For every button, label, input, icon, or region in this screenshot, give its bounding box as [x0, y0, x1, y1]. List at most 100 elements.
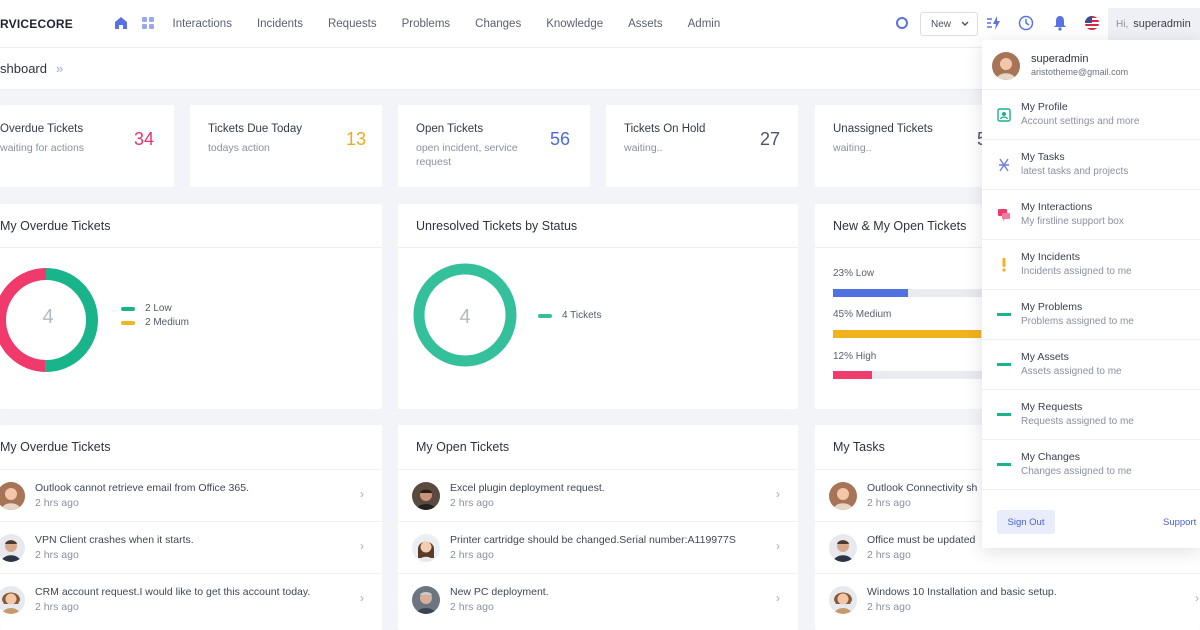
user-menu-toggle[interactable]: Hi, superadmin: [1108, 8, 1200, 40]
overdue-donut-chart: [0, 268, 98, 372]
menu-item-my-changes[interactable]: My Changes Changes assigned to me: [982, 440, 1200, 490]
chevron-right-icon: ›: [776, 591, 780, 605]
legend-swatch: [121, 320, 135, 325]
menu-item-my-incidents[interactable]: My Incidents Incidents assigned to me: [982, 240, 1200, 290]
stat-card-open[interactable]: Open Tickets open incident, service requ…: [398, 105, 590, 187]
chevron-down-icon: [961, 19, 969, 30]
chevron-right-icon: ›: [360, 539, 364, 553]
dash-icon: [996, 357, 1012, 373]
username-label: superadmin: [1133, 18, 1191, 30]
stat-subtitle: open incident, service request: [416, 142, 518, 168]
nav-problems[interactable]: Problems: [401, 18, 451, 30]
stat-value: 56: [550, 129, 571, 149]
stat-card-overdue[interactable]: Overdue Tickets waiting for actions 34: [0, 105, 174, 187]
nav-interactions[interactable]: Interactions: [172, 18, 232, 30]
avatar: [992, 52, 1020, 80]
menu-item-label: My Assets: [1021, 351, 1069, 363]
dropdown-username: superadmin: [1031, 53, 1089, 65]
support-link[interactable]: Support: [1163, 517, 1197, 528]
list-item[interactable]: New PC deployment. 2 hrs ago ›: [398, 573, 798, 625]
new-dropdown-button[interactable]: New: [920, 12, 978, 36]
stat-subtitle: todays action: [208, 142, 270, 154]
nav-admin[interactable]: Admin: [687, 18, 721, 30]
stat-card-on-hold[interactable]: Tickets On Hold waiting.. 27: [606, 105, 798, 187]
menu-item-subtitle: Requests assigned to me: [1021, 416, 1134, 427]
menu-item-my-assets[interactable]: My Assets Assets assigned to me: [982, 340, 1200, 390]
menu-item-my-tasks[interactable]: My Tasks latest tasks and projects: [982, 140, 1200, 190]
dropdown-email: aristotheme@gmail.com: [1031, 67, 1129, 77]
stat-value: 13: [346, 129, 367, 149]
menu-item-subtitle: Incidents assigned to me: [1021, 266, 1132, 277]
legend-label: 4 Tickets: [562, 310, 602, 321]
apps-grid-icon[interactable]: [141, 16, 155, 30]
menu-item-my-requests[interactable]: My Requests Requests assigned to me: [982, 390, 1200, 440]
stat-subtitle: waiting for actions: [0, 142, 85, 154]
list-item[interactable]: Windows 10 Installation and basic setup.…: [815, 573, 1200, 625]
legend-item: 2 Low: [121, 303, 172, 314]
panel-title: New & My Open Tickets: [833, 219, 967, 233]
bar-track-low: [833, 289, 985, 297]
stat-title: Tickets On Hold: [624, 123, 706, 135]
menu-item-my-problems[interactable]: My Problems Problems assigned to me: [982, 290, 1200, 340]
avatar: [829, 586, 857, 614]
avatar: [412, 586, 440, 614]
menu-item-subtitle: Problems assigned to me: [1021, 316, 1134, 327]
list-item[interactable]: Outlook cannot retrieve email from Offic…: [0, 469, 382, 521]
menu-item-my-profile[interactable]: My Profile Account settings and more: [982, 90, 1200, 140]
nav-knowledge[interactable]: Knowledge: [546, 18, 604, 30]
menu-item-label: My Problems: [1021, 301, 1083, 313]
lightning-icon[interactable]: [985, 14, 1003, 32]
menu-item-label: My Incidents: [1021, 251, 1080, 263]
stat-card-unassigned[interactable]: Unassigned Tickets waiting.. 5: [815, 105, 987, 187]
menu-item-label: My Changes: [1021, 451, 1080, 463]
bar-label-low: 23% Low: [833, 268, 875, 279]
menu-item-label: My Tasks: [1021, 151, 1065, 163]
list-item[interactable]: VPN Client crashes when it starts. 2 hrs…: [0, 521, 382, 573]
panel-title: My Overdue Tickets: [0, 440, 111, 454]
chevron-right-icon: ›: [360, 487, 364, 501]
ticket-title: Office must be updated: [867, 534, 976, 546]
list-item[interactable]: Excel plugin deployment request. 2 hrs a…: [398, 469, 798, 521]
new-button-label: New: [931, 18, 952, 30]
divider: [815, 247, 985, 248]
tasks-icon: [996, 157, 1012, 173]
panel-title: My Overdue Tickets: [0, 219, 111, 233]
stat-card-due-today[interactable]: Tickets Due Today todays action 13: [190, 105, 382, 187]
clock-icon[interactable]: [1017, 14, 1035, 32]
exclamation-icon: [996, 257, 1012, 273]
bar-medium: [833, 330, 981, 338]
search-icon[interactable]: [893, 14, 911, 32]
menu-item-my-interactions[interactable]: My Interactions My firstline support box: [982, 190, 1200, 240]
ticket-title: Excel plugin deployment request.: [450, 482, 605, 494]
status-donut-chart: [413, 263, 517, 367]
overdue-donut-panel: My Overdue Tickets 4 2 Low 2 Medium: [0, 204, 382, 409]
avatar: [0, 534, 25, 562]
us-flag-icon[interactable]: [1083, 14, 1101, 32]
nav-requests[interactable]: Requests: [327, 18, 377, 30]
home-icon[interactable]: [114, 16, 128, 30]
sign-out-button[interactable]: Sign Out: [997, 510, 1055, 534]
avatar: [0, 586, 25, 614]
legend-label: 2 Low: [145, 303, 172, 314]
page-title: shboard: [0, 61, 47, 76]
nav-assets[interactable]: Assets: [628, 18, 663, 30]
nav-incidents[interactable]: Incidents: [256, 18, 303, 30]
stat-title: Open Tickets: [416, 123, 484, 135]
ticket-time: 2 hrs ago: [35, 549, 79, 561]
ticket-title: VPN Client crashes when it starts.: [35, 534, 194, 546]
nav-changes[interactable]: Changes: [475, 18, 522, 30]
menu-item-subtitle: Assets assigned to me: [1021, 366, 1122, 377]
list-item[interactable]: Printer cartridge should be changed.Seri…: [398, 521, 798, 573]
brand-logo[interactable]: RVICECORE: [0, 17, 73, 31]
list-item[interactable]: CRM account request.I would like to get …: [0, 573, 382, 625]
legend-swatch: [538, 313, 552, 318]
stat-title: Tickets Due Today: [208, 123, 302, 135]
stat-value: 27: [760, 129, 781, 149]
bell-icon[interactable]: [1051, 14, 1069, 32]
dash-icon: [996, 407, 1012, 423]
donut-slice-medium: [0, 268, 98, 372]
avatar: [412, 534, 440, 562]
overdue-tickets-list: My Overdue Tickets Outlook cannot retrie…: [0, 425, 382, 630]
bar-label-medium: 45% Medium: [833, 309, 892, 320]
double-chevron-right-icon: »: [56, 61, 63, 76]
